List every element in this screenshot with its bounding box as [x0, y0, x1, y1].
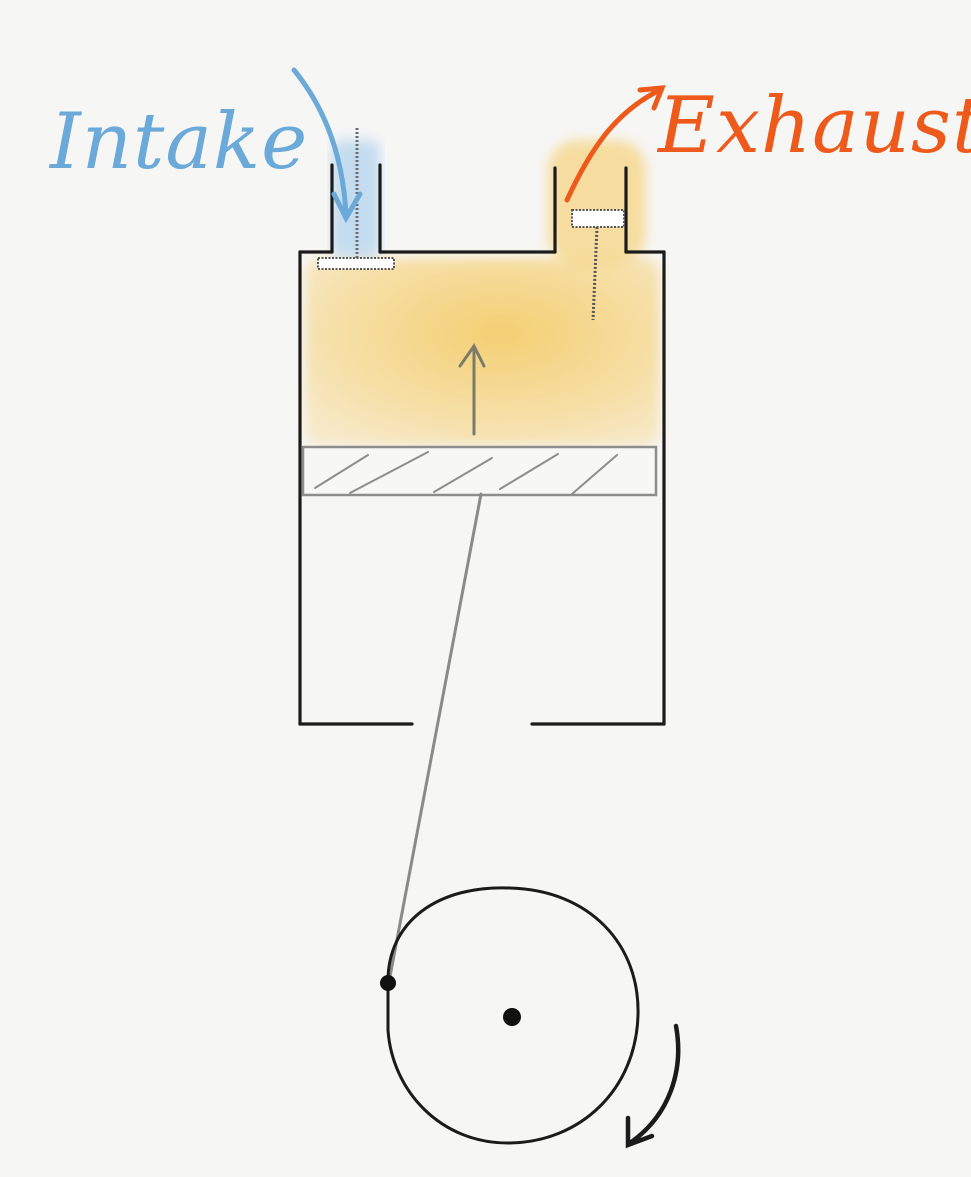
intake-arrow-icon — [291, 67, 363, 224]
piston-up-arrow-icon — [458, 343, 486, 436]
crank-pin — [380, 975, 396, 991]
exhaust-arrow-icon — [564, 85, 666, 203]
crank-center — [503, 1008, 521, 1026]
cylinder-walls — [298, 250, 666, 726]
rotation-arrow-icon — [625, 1023, 681, 1149]
piston — [301, 445, 658, 497]
intake-port — [330, 163, 382, 254]
crankshaft — [380, 886, 640, 1145]
intake-label: Intake — [48, 97, 308, 187]
combustion-gas — [305, 140, 660, 446]
exhaust-label: Exhaust — [656, 81, 971, 171]
intake-valve — [317, 128, 395, 270]
connecting-rod — [387, 492, 483, 984]
exhaust-valve — [571, 209, 625, 321]
exhaust-port — [553, 166, 628, 254]
